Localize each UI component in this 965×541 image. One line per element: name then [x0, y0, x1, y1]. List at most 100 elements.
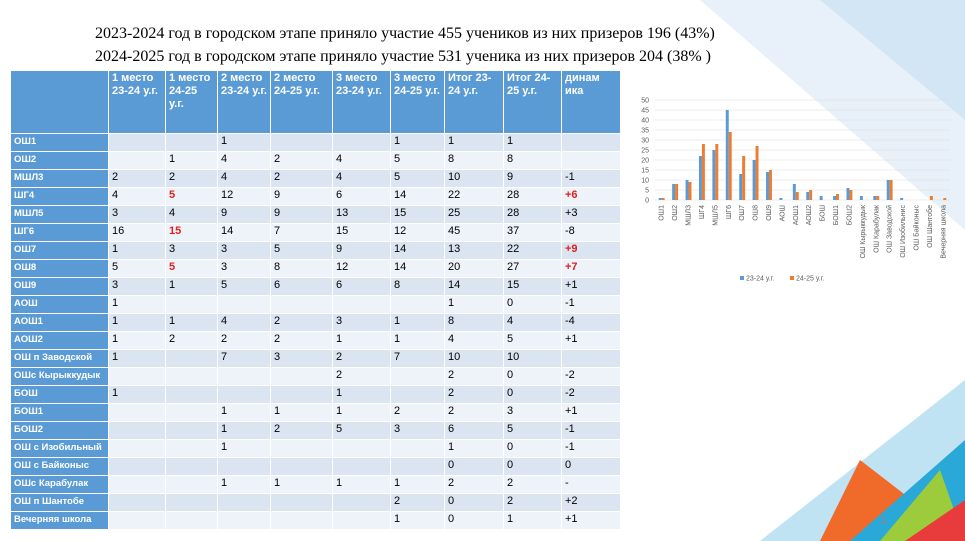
table-cell: 1	[109, 242, 166, 260]
table-cell: 1	[391, 512, 445, 530]
table-cell: 9	[218, 206, 271, 224]
table-cell: 16	[109, 224, 166, 242]
column-header: 2 место 24-25 у.г.	[271, 71, 333, 134]
table-cell	[333, 494, 391, 512]
table-cell	[391, 386, 445, 404]
row-label: Вечерняя школа	[11, 512, 109, 530]
row-label: ОШс Кырыккудык	[11, 368, 109, 386]
table-cell: 9	[333, 242, 391, 260]
table-cell: 1	[218, 404, 271, 422]
table-cell: 5	[166, 188, 218, 206]
column-header: 2 место 23-24 у.г.	[218, 71, 271, 134]
x-tick-label: АОШ1	[793, 205, 800, 225]
row-label: ОШ с Изобильный	[11, 440, 109, 458]
table-cell: 4	[333, 170, 391, 188]
table-cell: 2	[445, 476, 504, 494]
table-cell: 1	[391, 332, 445, 350]
table-cell	[166, 368, 218, 386]
table-cell	[166, 440, 218, 458]
bar	[836, 194, 839, 200]
table-row: БОШ1111223+1	[11, 404, 621, 422]
table-cell: 2	[504, 476, 562, 494]
table-cell: 1	[445, 296, 504, 314]
column-header: 3 место 23-24 у.г.	[333, 71, 391, 134]
table-cell	[391, 296, 445, 314]
legend-swatch	[790, 276, 794, 280]
bar	[766, 172, 769, 200]
table-cell: 5	[333, 422, 391, 440]
table-cell: 3	[391, 422, 445, 440]
bar	[820, 196, 823, 200]
x-tick-label: ОШ1	[659, 205, 666, 221]
table-cell: 1	[391, 134, 445, 152]
table-cell: 4	[445, 332, 504, 350]
row-label: ОШ2	[11, 152, 109, 170]
table-cell	[391, 440, 445, 458]
column-header: 3 место 24-25 у.г.	[391, 71, 445, 134]
table-cell: 2	[391, 404, 445, 422]
column-header: 1 место 24-25 у.г.	[166, 71, 218, 134]
table-cell: -2	[562, 368, 621, 386]
x-tick-label: ШГ6	[726, 205, 733, 219]
bar	[860, 196, 863, 200]
row-label: БОШ2	[11, 422, 109, 440]
table-cell: 3	[333, 314, 391, 332]
table-cell: 4	[218, 152, 271, 170]
table-cell: +1	[562, 512, 621, 530]
table-cell: 27	[504, 260, 562, 278]
table-cell	[271, 368, 333, 386]
table-cell: 1	[391, 476, 445, 494]
table-cell: 1	[218, 134, 271, 152]
table-cell: 10	[504, 350, 562, 368]
table-cell: 14	[445, 278, 504, 296]
table-cell: 5	[166, 260, 218, 278]
table-cell: 1	[218, 440, 271, 458]
table-cell	[391, 458, 445, 476]
table-cell: 14	[391, 242, 445, 260]
y-tick-label: 10	[641, 178, 649, 185]
table-cell	[218, 296, 271, 314]
y-tick-label: 30	[641, 138, 649, 145]
table-cell: +3	[562, 206, 621, 224]
bar	[809, 190, 812, 200]
y-tick-label: 40	[641, 118, 649, 125]
table-cell: 5	[504, 332, 562, 350]
table-cell: 1	[504, 134, 562, 152]
table-row: ОШ п Заводской173271010	[11, 350, 621, 368]
bar	[943, 198, 946, 200]
table-cell	[271, 440, 333, 458]
table-row: АОШ111423184-4	[11, 314, 621, 332]
table-cell: 8	[445, 152, 504, 170]
bar	[833, 196, 836, 200]
bar	[769, 170, 772, 200]
table-cell: 2	[271, 332, 333, 350]
table-row: АОШ212221145+1	[11, 332, 621, 350]
table-cell	[333, 134, 391, 152]
table-cell: 4	[504, 314, 562, 332]
table-cell: 0	[504, 440, 562, 458]
y-tick-label: 35	[641, 128, 649, 135]
heading-line: 2024-2025 год в городском этапе приняло …	[95, 48, 711, 66]
table-cell: 13	[333, 206, 391, 224]
table-cell: +1	[562, 278, 621, 296]
x-tick-label: БОШ1	[833, 205, 840, 225]
bar	[753, 160, 756, 200]
table-cell: 6	[333, 188, 391, 206]
x-tick-label: ОШ Изобильнис	[899, 205, 907, 258]
column-header: Итог 24-25 у.г.	[504, 71, 562, 134]
bar	[806, 192, 809, 200]
table-cell: 0	[445, 512, 504, 530]
table-cell: 4	[333, 152, 391, 170]
y-tick-label: 0	[645, 198, 649, 205]
table-cell	[391, 368, 445, 386]
table-cell: 7	[391, 350, 445, 368]
table-cell	[271, 458, 333, 476]
table-cell: 37	[504, 224, 562, 242]
table-cell: 2	[504, 494, 562, 512]
table-cell: 3	[109, 206, 166, 224]
column-header: Итог 23-24 у.г.	[445, 71, 504, 134]
table-cell	[166, 404, 218, 422]
